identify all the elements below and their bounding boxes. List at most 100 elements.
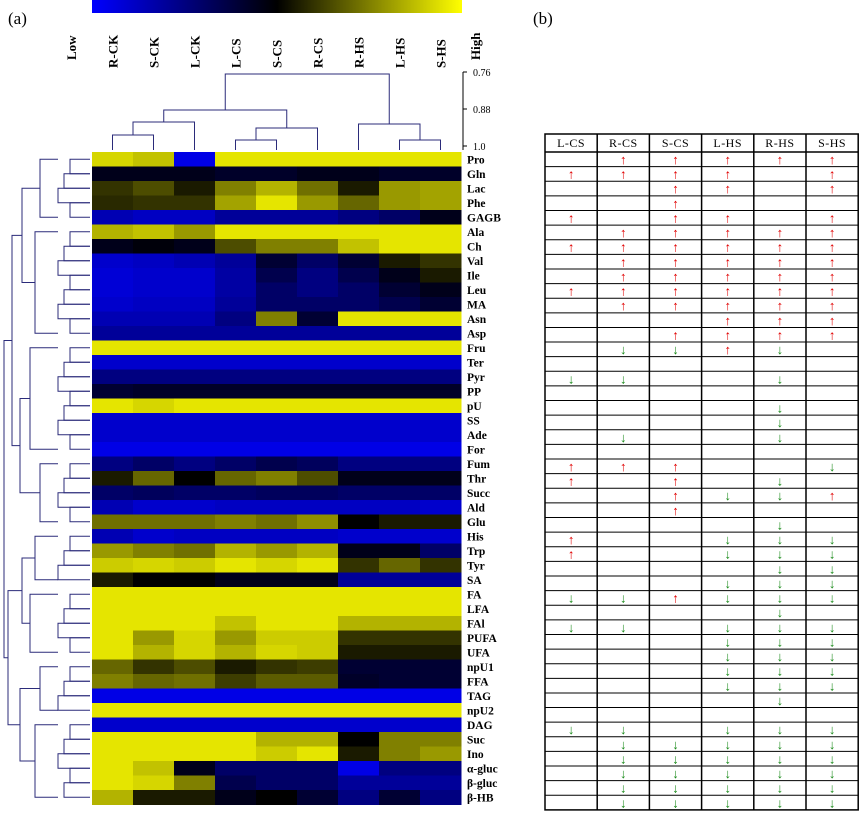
heatmap-cell-npU2-R-HS — [338, 703, 380, 718]
heatmap-cell-Ter-L-HS — [379, 355, 421, 370]
heatmap-cell-Succ-L-CK — [174, 485, 216, 501]
row-label-SA: SA — [467, 575, 482, 587]
heatmap-cell-Lac-L-HS — [379, 181, 421, 196]
heatmap-cell-Ile-S-HS — [420, 268, 462, 283]
heatmap-cell-GAGB-S-CK — [133, 210, 175, 225]
heatmap-cell-Ala-L-HS — [379, 224, 421, 240]
heatmap-cell-Fru-L-CS — [215, 340, 257, 356]
heatmap-cell-Gln-S-HS — [420, 166, 462, 182]
color-scale-bar — [92, 0, 462, 13]
down-arrow-icon: ↓ — [777, 766, 784, 781]
heatmap-cell-Glu-L-CS — [215, 514, 257, 530]
heatmap-cell-FA-L-CS — [215, 587, 257, 602]
heatmap-cell-Ald-S-HS — [420, 500, 462, 515]
down-arrow-icon: ↓ — [777, 664, 784, 679]
row-label-Ino: Ino — [467, 749, 484, 761]
heatmap-cell-TAG-R-CK — [92, 688, 134, 704]
down-arrow-icon: ↓ — [724, 649, 731, 664]
heatmap-cell-Ala-L-CK — [174, 224, 216, 240]
heatmap-cell-Pyr-R-CK — [92, 369, 134, 385]
heatmap-cell-β-HB-L-CS — [215, 790, 257, 805]
heatmap-cell-Lac-S-HS — [420, 181, 462, 196]
down-arrow-icon: ↓ — [620, 430, 627, 445]
panel-a-label: (a) — [8, 9, 27, 28]
heatmap-cell-PUFA-S-CS — [256, 630, 298, 646]
down-arrow-icon: ↓ — [829, 664, 836, 679]
heatmap-cell-MA-S-HS — [420, 297, 462, 312]
heatmap-cell-FAl-S-CK — [133, 616, 175, 631]
heatmap-cell-MA-R-CK — [92, 297, 134, 312]
heatmap-cell-β-gluc-S-HS — [420, 775, 462, 791]
heatmap-cell-Trp-S-HS — [420, 543, 462, 559]
heatmap-cell-Asn-S-CK — [133, 311, 175, 327]
heatmap-cell-Ch-S-CK — [133, 239, 175, 254]
row-label-npU1: npU1 — [467, 662, 494, 674]
heatmap-cell-GAGB-L-HS — [379, 210, 421, 225]
up-arrow-icon: ↑ — [724, 254, 731, 269]
table-header-L-CS: L-CS — [557, 136, 585, 150]
heatmap-cell-Phe-R-CK — [92, 195, 134, 211]
dendrogram-branch — [69, 318, 90, 334]
dendrogram-branch — [63, 361, 90, 378]
heatmap-cell-Fru-R-HS — [338, 340, 380, 356]
down-arrow-icon: ↓ — [777, 474, 784, 489]
heatmap-cell-Gln-S-CK — [133, 166, 175, 182]
heatmap-cell-Fum-S-CS — [256, 456, 298, 472]
heatmap-cell-Ala-S-CK — [133, 224, 175, 240]
heatmap-cell-Ald-L-HS — [379, 500, 421, 515]
heatmap-cell-UFA-L-HS — [379, 645, 421, 660]
heatmap-cell-FFA-S-HS — [420, 674, 462, 689]
up-arrow-icon: ↑ — [724, 327, 731, 342]
heatmap-cell-TAG-R-HS — [338, 688, 380, 704]
heatmap-cell-LFA-L-HS — [379, 601, 421, 617]
heatmap-cell-UFA-S-CK — [133, 645, 175, 660]
dendrogram-branch — [63, 608, 90, 624]
heatmap-cell-FFA-L-HS — [379, 674, 421, 689]
dendrogram-branch — [112, 134, 154, 150]
heatmap-cell-Val-R-CS — [297, 253, 339, 269]
heatmap-cell-LFA-S-HS — [420, 601, 462, 617]
heatmap-cell-UFA-R-CS — [297, 645, 339, 660]
heatmap-cell-npU1-R-CK — [92, 659, 134, 675]
heatmap-cell-His-R-HS — [338, 529, 380, 544]
heatmap-cell-Ade-S-HS — [420, 427, 462, 443]
heatmap-cell-pU-S-CK — [133, 398, 175, 414]
heatmap-cell-Ile-L-HS — [379, 268, 421, 283]
heatmap-cell-TAG-L-CK — [174, 688, 216, 704]
down-arrow-icon: ↓ — [620, 751, 627, 766]
heatmap-cell-For-R-HS — [338, 442, 380, 457]
heatmap-cell-Ald-L-CS — [215, 500, 257, 515]
heatmap-cell-Ala-R-CS — [297, 224, 339, 240]
down-arrow-icon: ↓ — [777, 488, 784, 503]
up-arrow-icon: ↑ — [672, 254, 679, 269]
heatmap-cell-FA-S-CK — [133, 587, 175, 602]
heatmap-cell-MA-L-CK — [174, 297, 216, 312]
heatmap-cell-Thr-R-CS — [297, 471, 339, 486]
heatmap-cell-Suc-S-HS — [420, 732, 462, 747]
row-label-FA: FA — [467, 590, 482, 602]
row-label-Ald: Ald — [467, 503, 486, 515]
heatmap-cell-Ino-L-CK — [174, 746, 216, 762]
heatmap-cell-For-S-HS — [420, 442, 462, 457]
heatmap-cell-MA-S-CS — [256, 297, 298, 312]
down-arrow-icon: ↓ — [724, 766, 731, 781]
down-arrow-icon: ↓ — [829, 751, 836, 766]
heatmap-cell-Pro-R-HS — [338, 152, 380, 167]
heatmap-cell-FA-R-HS — [338, 587, 380, 602]
dendrogram-branch — [132, 121, 195, 150]
heatmap-cell-Val-L-HS — [379, 253, 421, 269]
heatmap-cell-UFA-L-CS — [215, 645, 257, 660]
up-arrow-icon: ↑ — [777, 298, 784, 313]
heatmap-cell-FAl-R-CS — [297, 616, 339, 631]
heatmap-cell-For-L-HS — [379, 442, 421, 457]
heatmap-cell-PUFA-R-CK — [92, 630, 134, 646]
heatmap-cell-Tyr-L-CK — [174, 558, 216, 573]
heatmap-cell-FAl-L-CS — [215, 616, 257, 631]
heatmap-cell-Glu-S-CK — [133, 514, 175, 530]
down-arrow-icon: ↓ — [829, 561, 836, 576]
heatmap-cell-His-L-CK — [174, 529, 216, 544]
row-label-pU: pU — [467, 401, 482, 413]
down-arrow-icon: ↓ — [620, 371, 627, 386]
up-arrow-icon: ↑ — [672, 196, 679, 211]
row-label-Fum: Fum — [467, 459, 490, 471]
